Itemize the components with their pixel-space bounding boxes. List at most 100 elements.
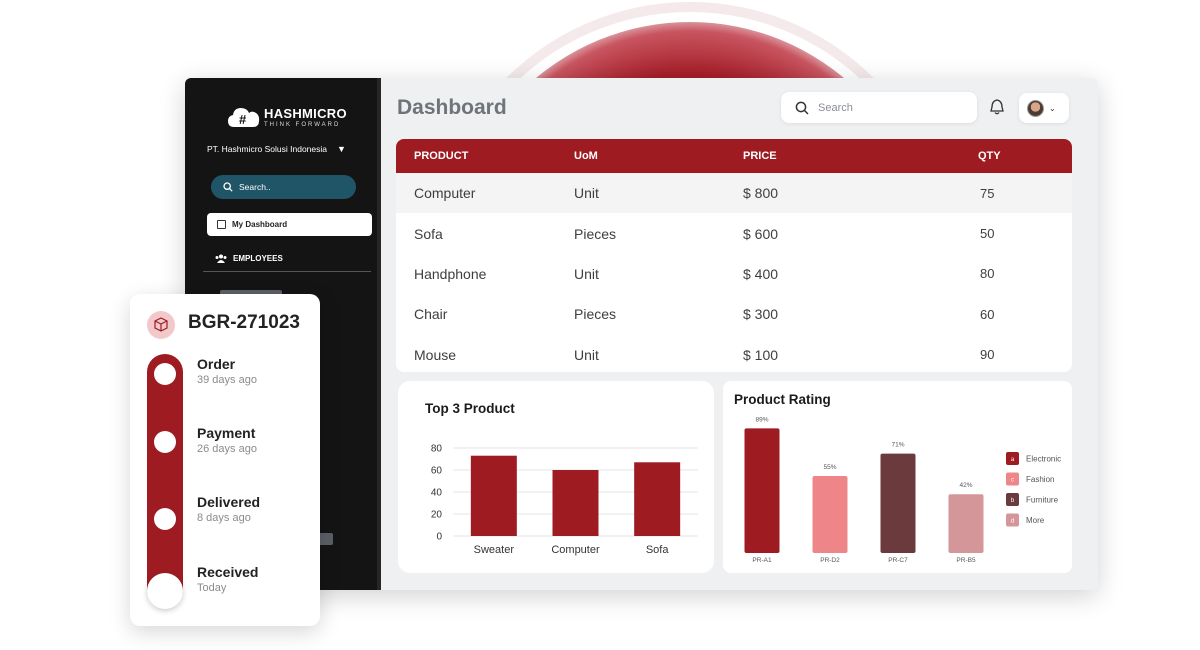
legend-swatch (1006, 513, 1019, 527)
x-tick-label: Sweater (474, 544, 515, 556)
bar (552, 470, 599, 536)
cloud-logo-icon: # (228, 108, 260, 127)
chart-title: Product Rating (734, 392, 831, 407)
x-tick-label: Computer (551, 544, 600, 556)
column-header[interactable]: PRODUCT (414, 150, 469, 162)
chevron-down-icon: ⌄ (1049, 103, 1056, 113)
legend-label: Furniture (1026, 496, 1059, 505)
table-row[interactable]: Sofa Pieces $ 600 50 (396, 213, 1072, 253)
y-tick-label: 60 (431, 466, 443, 477)
step-time: 26 days ago (197, 443, 257, 455)
brand-name: HASHMICRO (264, 105, 347, 121)
legend-label: More (1026, 516, 1045, 525)
sidebar-item-employees[interactable]: EMPLOYEES (215, 254, 283, 263)
data-label: 55% (823, 464, 836, 471)
column-header[interactable]: PRICE (743, 150, 777, 162)
step-title: Order (197, 356, 236, 372)
data-label: 71% (891, 442, 904, 449)
avatar (1027, 99, 1044, 117)
table-row[interactable]: Computer Unit $ 800 75 (396, 173, 1072, 214)
x-tick-label: PR-D2 (820, 557, 840, 564)
cell-price: $ 800 (743, 185, 779, 202)
user-menu-button[interactable]: ⌄ (1019, 93, 1069, 123)
company-name: PT. Hashmicro Solusi Indonesia (207, 144, 328, 154)
table-row[interactable]: Mouse Unit $ 100 90 (396, 335, 1072, 372)
step-dot (154, 508, 176, 530)
cell-uom: Unit (574, 185, 599, 202)
legend-swatch (1006, 452, 1019, 465)
company-selector[interactable]: PT. Hashmicro Solusi Indonesia ▼ (207, 144, 346, 154)
step-time: 39 days ago (197, 374, 257, 386)
order-code: BGR-271023 (188, 312, 300, 333)
cell-product: Computer (414, 185, 476, 202)
cell-product: Chair (414, 306, 448, 323)
table-row[interactable]: Chair Pieces $ 300 60 (396, 294, 1072, 334)
cell-qty: 90 (980, 347, 995, 363)
legend-key: a (1011, 457, 1015, 463)
cell-uom: Unit (574, 346, 599, 363)
cell-price: $ 100 (743, 346, 779, 363)
search-input[interactable]: Search (781, 92, 977, 123)
x-tick-label: PR-C7 (888, 557, 908, 564)
step-title: Delivered (197, 494, 261, 510)
x-tick-label: PR-A1 (752, 557, 772, 564)
cell-qty: 60 (980, 306, 995, 322)
top3-bar-chart: 0 20 40 60 80 Sweater Computer Sofa (431, 444, 698, 556)
step-payment: Payment 26 days ago (197, 425, 257, 455)
caret-down-icon: ▼ (337, 144, 346, 154)
progress-track (147, 354, 183, 608)
step-received: Received Today (197, 564, 258, 594)
product-rating-card: Product Rating 89% PR-A1 55% PR-D2 71% PR-C7 4… (723, 381, 1072, 573)
cell-uom: Unit (574, 265, 599, 282)
step-title: Received (197, 564, 259, 580)
legend-swatch (1006, 472, 1019, 486)
sidebar-search-placeholder: Search.. (239, 182, 271, 192)
legend-key: d (1011, 519, 1014, 525)
bar (812, 476, 848, 553)
cell-qty: 50 (980, 226, 995, 242)
step-dot-current (147, 573, 183, 609)
data-label: 42% (959, 482, 972, 489)
step-order: Order 39 days ago (197, 356, 257, 386)
legend-key: b (1011, 498, 1015, 504)
cell-uom: Pieces (574, 225, 617, 242)
table-row[interactable]: Handphone Unit $ 400 80 (396, 254, 1072, 294)
bar (948, 494, 984, 553)
people-icon (215, 254, 227, 263)
dashboard-icon (217, 220, 226, 229)
bar (470, 455, 517, 536)
rating-bar-chart: 89% PR-A1 55% PR-D2 71% PR-C7 42% PR-B5 a Electro… (744, 416, 1061, 564)
sidebar-item-label: My Dashboard (232, 220, 288, 229)
step-time: 8 days ago (197, 512, 251, 524)
bell-icon[interactable] (990, 99, 1004, 115)
cell-product: Handphone (414, 265, 487, 282)
step-time: Today (197, 582, 227, 594)
bar (744, 428, 780, 553)
step-dot (154, 431, 176, 453)
cell-qty: 75 (980, 185, 995, 201)
sidebar-item-my-dashboard[interactable]: My Dashboard (207, 213, 372, 236)
cell-uom: Pieces (574, 306, 617, 323)
y-tick-label: 0 (436, 532, 442, 543)
y-tick-label: 40 (431, 488, 443, 499)
brand-logo[interactable]: # HASHMICRO THINK FORWARD (227, 105, 347, 129)
cell-price: $ 600 (743, 225, 779, 242)
app-window: # HASHMICRO THINK FORWARD PT. Hashmicro … (185, 78, 1098, 590)
sidebar-item-label: EMPLOYEES (233, 254, 283, 263)
column-header[interactable]: QTY (978, 150, 1001, 162)
legend-swatch (1006, 493, 1019, 506)
search-placeholder: Search (818, 101, 853, 114)
cell-qty: 80 (980, 266, 995, 282)
search-icon (795, 101, 809, 115)
column-header[interactable]: UoM (574, 150, 598, 162)
data-label: 89% (755, 416, 768, 423)
legend-label: Fashion (1026, 475, 1054, 484)
legend-label: Electronic (1026, 455, 1061, 464)
step-delivered: Delivered 8 days ago (197, 494, 260, 524)
product-table: PRODUCT UoM PRICE QTY Computer Unit $ 80… (396, 139, 1072, 372)
sidebar-search-input[interactable]: Search.. (211, 175, 356, 199)
brand-tagline: THINK FORWARD (264, 121, 341, 128)
bar (634, 462, 681, 536)
legend-key: c (1011, 478, 1014, 484)
search-icon (223, 182, 233, 192)
